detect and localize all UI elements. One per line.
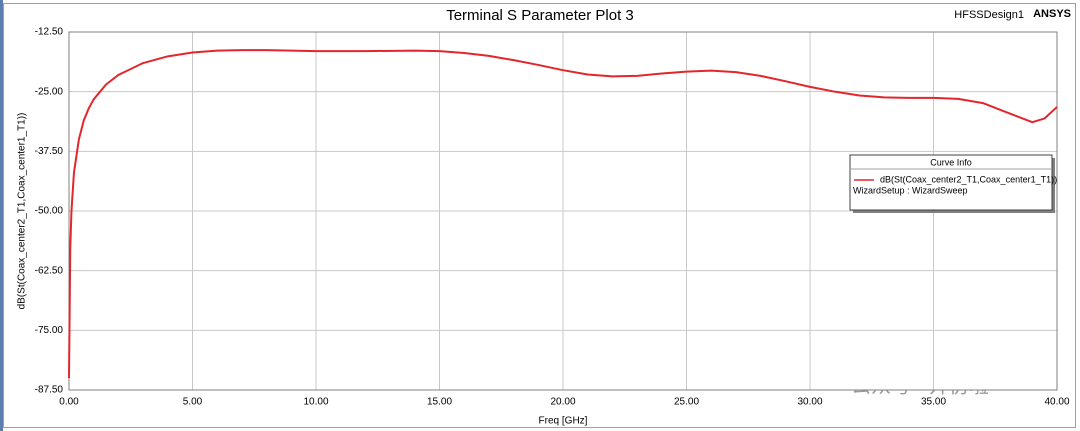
x-tick-label: 20.00 — [550, 397, 575, 408]
y-tick-label: -75.00 — [35, 325, 64, 336]
legend-entry: dB(St(Coax_center2_T1,Coax_center1_T1)) — [880, 174, 1057, 184]
x-tick-label: 30.00 — [797, 397, 822, 408]
x-tick-label: 40.00 — [1044, 397, 1069, 408]
x-tick-label: 10.00 — [303, 397, 328, 408]
y-axis-label: dB(St(Coax_center2_T1,Coax_center1_T1)) — [17, 113, 28, 310]
series-line — [68, 49, 1058, 379]
x-tick-label: 35.00 — [921, 397, 946, 408]
chart-title: Terminal S Parameter Plot 3 — [446, 7, 634, 24]
frame — [3, 3, 1076, 428]
legend-box — [849, 154, 1053, 211]
x-tick-label: 15.00 — [427, 397, 452, 408]
legend: Curve Info dB(St(Coax_center2_T1,Coax_cen… — [849, 154, 1057, 213]
design-name: HFSSDesign1 — [954, 9, 1024, 21]
legend-title: Curve Info — [930, 157, 972, 167]
x-tick-label: 25.00 — [674, 397, 699, 408]
x-tick-label: 0.00 — [59, 397, 79, 408]
x-axis-label: Freq [GHz] — [539, 416, 588, 427]
y-tick-label: -62.50 — [35, 265, 64, 276]
plot-border — [68, 31, 1058, 391]
y-tick-label: -87.50 — [35, 385, 64, 396]
y-tick-label: -50.00 — [35, 206, 64, 217]
y-tick-label: -25.00 — [35, 86, 64, 97]
y-tick-label: -12.50 — [35, 27, 64, 38]
x-tick-label: 5.00 — [183, 397, 203, 408]
brand: ANSYS — [1033, 8, 1071, 20]
y-tick-label: -37.50 — [35, 146, 64, 157]
legend-note: WizardSetup : WizardSweep — [853, 185, 968, 195]
window-edge — [0, 0, 3, 431]
